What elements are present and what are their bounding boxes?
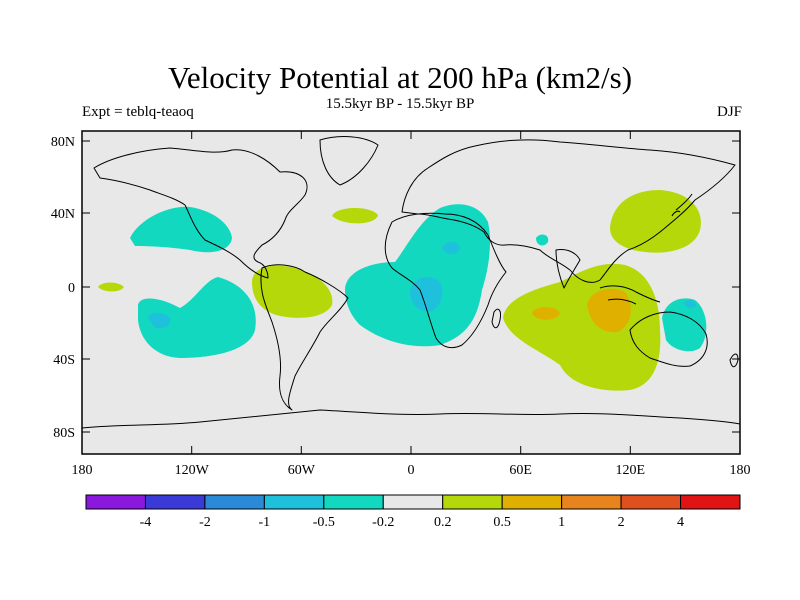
coastline-africa xyxy=(384,212,507,349)
colorbar-label: -2 xyxy=(199,515,211,530)
colorbar-label: 0.2 xyxy=(434,515,452,530)
colorbar xyxy=(85,494,741,510)
longitude-axis: 180 120W 60W 0 60E 120E 180 xyxy=(72,131,751,478)
fill-region-australia xyxy=(662,298,707,352)
season-label: DJF xyxy=(716,104,742,120)
coastline-south-america xyxy=(260,264,349,411)
lat-tick-label: 40S xyxy=(53,353,75,368)
coastline-japan xyxy=(671,193,693,217)
fill-region-central-pacific xyxy=(98,282,124,292)
fill-region-africa-core-south xyxy=(410,277,443,312)
latitude-axis: 80N 40N 0 40S 80S xyxy=(51,135,740,441)
colorbar-label: -0.5 xyxy=(313,515,335,530)
lon-tick-label: 60E xyxy=(509,463,532,478)
plot-subtitle: 15.5kyr BP - 15.5kyr BP xyxy=(325,96,475,112)
colorbar-swatch xyxy=(85,494,146,510)
fill-region-africa xyxy=(345,204,490,347)
fill-region-south-america xyxy=(252,265,333,318)
colorbar-label: -1 xyxy=(259,515,271,530)
colorbar-label: 2 xyxy=(618,515,625,530)
lat-tick-label: 40N xyxy=(51,207,75,222)
colorbar-swatch xyxy=(501,494,563,510)
lat-tick-label: 80N xyxy=(51,135,75,150)
fill-region-north-atlantic xyxy=(332,207,378,224)
coastline-antarctica xyxy=(81,409,741,429)
colorbar-label: -4 xyxy=(140,515,152,530)
colorbar-swatch xyxy=(680,494,741,510)
coastline-madagascar xyxy=(491,308,501,329)
coastlines xyxy=(81,136,741,429)
fill-region-indian-core xyxy=(532,307,560,320)
colorbar-swatch xyxy=(561,494,622,510)
experiment-label: Expt = teblq-teaoq xyxy=(82,104,194,120)
coastline-new-zealand xyxy=(729,353,739,368)
colorbar-label: 0.5 xyxy=(493,515,511,530)
fill-region-africa-core-north xyxy=(442,242,460,254)
lat-tick-label: 80S xyxy=(53,426,75,441)
lon-tick-label: 60W xyxy=(288,463,316,478)
coastline-greenland xyxy=(319,136,379,186)
plot-title: Velocity Potential at 200 hPa (km2/s) xyxy=(167,60,633,95)
colorbar-swatch xyxy=(442,494,503,510)
coastline-north-america xyxy=(93,147,308,279)
colorbar-swatch xyxy=(620,494,682,510)
colorbar-swatch xyxy=(263,494,325,510)
colorbar-swatch xyxy=(204,494,265,510)
lon-tick-label: 120W xyxy=(175,463,210,478)
colorbar-label: 1 xyxy=(558,515,565,530)
fill-region-south-pacific xyxy=(138,277,256,358)
coastline-eurasia xyxy=(401,139,736,283)
colorbar-labels: -4 -2 -1 -0.5 -0.2 0.2 0.5 1 2 4 xyxy=(140,515,684,530)
lon-tick-label: 180 xyxy=(730,463,751,478)
lon-tick-label: 0 xyxy=(408,463,415,478)
lon-tick-label: 180 xyxy=(72,463,93,478)
lat-tick-label: 0 xyxy=(68,281,75,296)
coastline-indonesia xyxy=(599,285,661,305)
coastline-australia xyxy=(629,311,708,367)
fill-region-south-pacific-core xyxy=(148,312,171,329)
colorbar-swatch xyxy=(144,494,206,510)
colorbar-swatch xyxy=(323,494,384,510)
fill-region-australia-core xyxy=(684,300,696,309)
colorbar-label: 4 xyxy=(677,515,684,530)
fill-region-east-asia xyxy=(610,190,701,253)
lon-tick-label: 120E xyxy=(616,463,646,478)
fill-region-arabia xyxy=(536,234,549,246)
coastline-india xyxy=(555,249,581,289)
colorbar-label: -0.2 xyxy=(372,515,394,530)
colorbar-swatch xyxy=(382,494,444,510)
